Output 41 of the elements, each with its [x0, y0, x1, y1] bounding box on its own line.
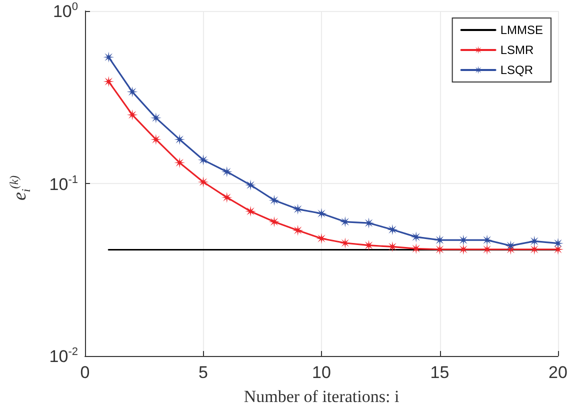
- point: [316, 208, 327, 219]
- point: [434, 244, 446, 255]
- point: [292, 204, 304, 215]
- point: [268, 216, 280, 228]
- point: [268, 194, 280, 206]
- point: [103, 76, 114, 88]
- point: [174, 134, 186, 145]
- point: [316, 232, 327, 244]
- legend-label: LSQR: [500, 63, 534, 77]
- point: [552, 238, 564, 249]
- point: [126, 86, 138, 98]
- point: [528, 236, 540, 247]
- legend-label: LMMSE: [500, 23, 544, 37]
- point: [245, 180, 256, 191]
- x-tick-label: 0: [80, 363, 90, 382]
- point: [198, 176, 209, 188]
- point: [150, 112, 162, 124]
- point: [245, 206, 256, 217]
- x-tick-label: 10: [312, 363, 331, 382]
- legend-label: LSMR: [500, 43, 534, 57]
- point: [126, 109, 138, 120]
- y-tick-label: 10$^{0}$: [52, 1, 78, 21]
- point: [221, 192, 232, 203]
- point: [221, 166, 232, 178]
- point: [198, 154, 209, 166]
- point: [363, 240, 374, 251]
- point: [505, 240, 516, 252]
- point: [482, 234, 493, 246]
- point: [292, 224, 304, 236]
- point: [340, 237, 351, 248]
- x-tick-label: 20: [548, 363, 568, 382]
- y-tick-label: 10$^{-2}$: [49, 346, 78, 366]
- x-axis-title: Number of iterations: i: [244, 387, 400, 406]
- point: [174, 157, 186, 168]
- point: [410, 231, 422, 242]
- point: [103, 52, 114, 63]
- point: [386, 224, 398, 236]
- point: [150, 134, 162, 145]
- x-tick-label: 15: [430, 363, 450, 382]
- y-tick-label: 10$^{-1}$: [49, 174, 78, 194]
- x-tick-label: 5: [198, 363, 208, 382]
